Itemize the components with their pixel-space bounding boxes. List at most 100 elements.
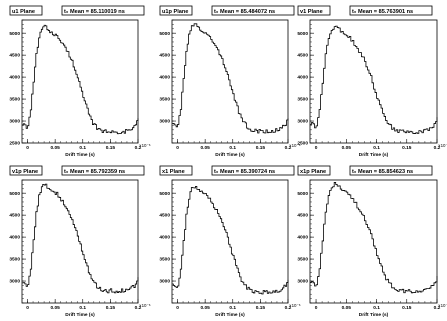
x-tick-label: 0.2 [285,145,292,151]
data-series-line [310,25,438,134]
mean-box [211,165,295,176]
y-tick-label: 5000 [9,31,20,37]
y-tick-label: 2500 [9,141,20,147]
x-tick-label: 0.1 [373,145,380,151]
y-tick-label: 4000 [9,75,20,81]
x-tick-label: 0.15 [256,305,266,311]
chart-title: x1p Plane [300,169,326,175]
x-tick-label: 0.1 [79,145,86,151]
data-series-line [310,182,438,294]
y-tick-label: 5000 [159,191,170,197]
title-box [159,165,193,176]
title-box [9,5,43,16]
y-tick-label: 3000 [9,279,20,285]
data-series-line [172,23,289,134]
x-tick-label: 0.15 [256,145,266,151]
x-scale-label: ×10⁻⁶ [139,303,151,308]
y-tick-label: 4000 [159,235,170,241]
y-tick-label: 3000 [159,119,170,125]
x-axis-label: Drift Time (s) [215,312,245,318]
x-tick-label: 0.1 [229,305,236,311]
y-tick-label: 4500 [9,53,20,59]
x-tick-label: 0.05 [200,145,210,151]
y-tick-label: 4000 [297,75,308,81]
chart-panel-5: x1 Plane t₀ Mean = 85.390724 ns 0 0.05 0.1 0.… [159,165,301,318]
mean-box [349,165,433,176]
y-tick-label: 3500 [297,257,308,263]
mean-box [349,5,433,16]
y-tick-label: 3500 [159,97,170,103]
y-tick-label: 3000 [9,119,20,125]
x-tick-label: 0.2 [434,145,441,151]
title-box [297,5,331,16]
x-tick-label: 0.05 [50,145,60,151]
mean-annotation: t₀ Mean = 85.110019 ns [64,9,125,15]
data-series-line [172,186,289,295]
y-tick-label: 3500 [297,97,308,103]
chart-title: v1p Plane [12,169,38,175]
title-box [297,165,331,176]
x-scale-label: ×10⁻⁶ [289,303,301,308]
y-tick-label: 3500 [159,257,170,263]
x-scale-label: ×10⁻⁶ [438,143,447,148]
chart-title: v1 Plane [300,9,323,15]
x-tick-label: 0 [26,145,29,151]
title-box [9,165,43,176]
y-tick-label: 5000 [297,191,308,197]
x-tick-label: 0.15 [402,145,412,151]
x-tick-label: 0.2 [135,305,142,311]
chart-title: x1 Plane [162,169,185,175]
y-tick-label: 5000 [297,31,308,37]
data-series-line [22,183,139,294]
x-axis-label: Drift Time (s) [215,152,245,158]
y-tick-label: 3500 [9,97,20,103]
x-tick-label: 0.05 [50,305,60,311]
mean-annotation: t₀ Mean = 85.484072 ns [214,9,275,15]
title-box [159,5,193,16]
x-tick-label: 0.2 [285,305,292,311]
x-tick-label: 0 [315,145,318,151]
x-tick-label: 0.1 [79,305,86,311]
x-tick-label: 0.15 [402,305,412,311]
x-scale-label: ×10⁻⁶ [139,143,151,148]
y-tick-label: 4500 [159,53,170,59]
mean-annotation: t₀ Mean = 85.390724 ns [214,169,275,175]
x-tick-label: 0 [315,305,318,311]
chart-title: u1p Plane [162,9,188,15]
x-tick-label: 0 [176,305,179,311]
y-tick-label: 3000 [297,279,308,285]
y-tick-label: 5000 [9,191,20,197]
x-tick-label: 0.15 [106,305,116,311]
x-axis-label: Drift Time (s) [359,312,389,318]
x-tick-label: 0 [176,145,179,151]
chart-panel-1: u1 Plane t₀ Mean = 85.110019 ns 0 0.05 0.1 0.… [9,5,151,158]
chart-panel-6: x1p Plane t₀ Mean = 85.854623 ns 0 0.05 0.1 0… [297,165,447,318]
y-tick-label: 4500 [297,53,308,59]
chart-panel-3: v1 Plane t₀ Mean = 85.763901 ns 0 0.05 0.1 0.… [297,5,447,158]
y-tick-label: 4000 [9,235,20,241]
x-tick-label: 0.2 [135,145,142,151]
y-tick-label: 5000 [159,31,170,37]
y-tick-label: 4000 [159,75,170,81]
x-scale-label: ×10⁻⁶ [289,143,301,148]
plot-frame [171,179,289,304]
chart-panel-4: v1p Plane t₀ Mean = 85.792359 ns 0 0.05 0.1 0… [9,165,151,318]
y-tick-label: 4500 [159,213,170,219]
y-tick-label: 2500 [297,141,308,147]
x-scale-label: ×10⁻⁶ [438,303,447,308]
y-tick-label: 3500 [9,257,20,263]
y-tick-label: 4000 [297,235,308,241]
y-tick-label: 3000 [159,279,170,285]
chart-title: u1 Plane [12,9,35,15]
x-tick-label: 0.05 [342,305,352,311]
data-series-line [22,24,139,135]
x-tick-label: 0.2 [434,305,441,311]
mean-annotation: t₀ Mean = 85.763901 ns [352,9,413,15]
x-axis-label: Drift Time (s) [65,312,95,318]
x-axis-label: Drift Time (s) [359,152,389,158]
x-tick-label: 0.05 [342,145,352,151]
x-axis-label: Drift Time (s) [65,152,95,158]
mean-box [211,5,295,16]
x-tick-label: 0 [26,305,29,311]
